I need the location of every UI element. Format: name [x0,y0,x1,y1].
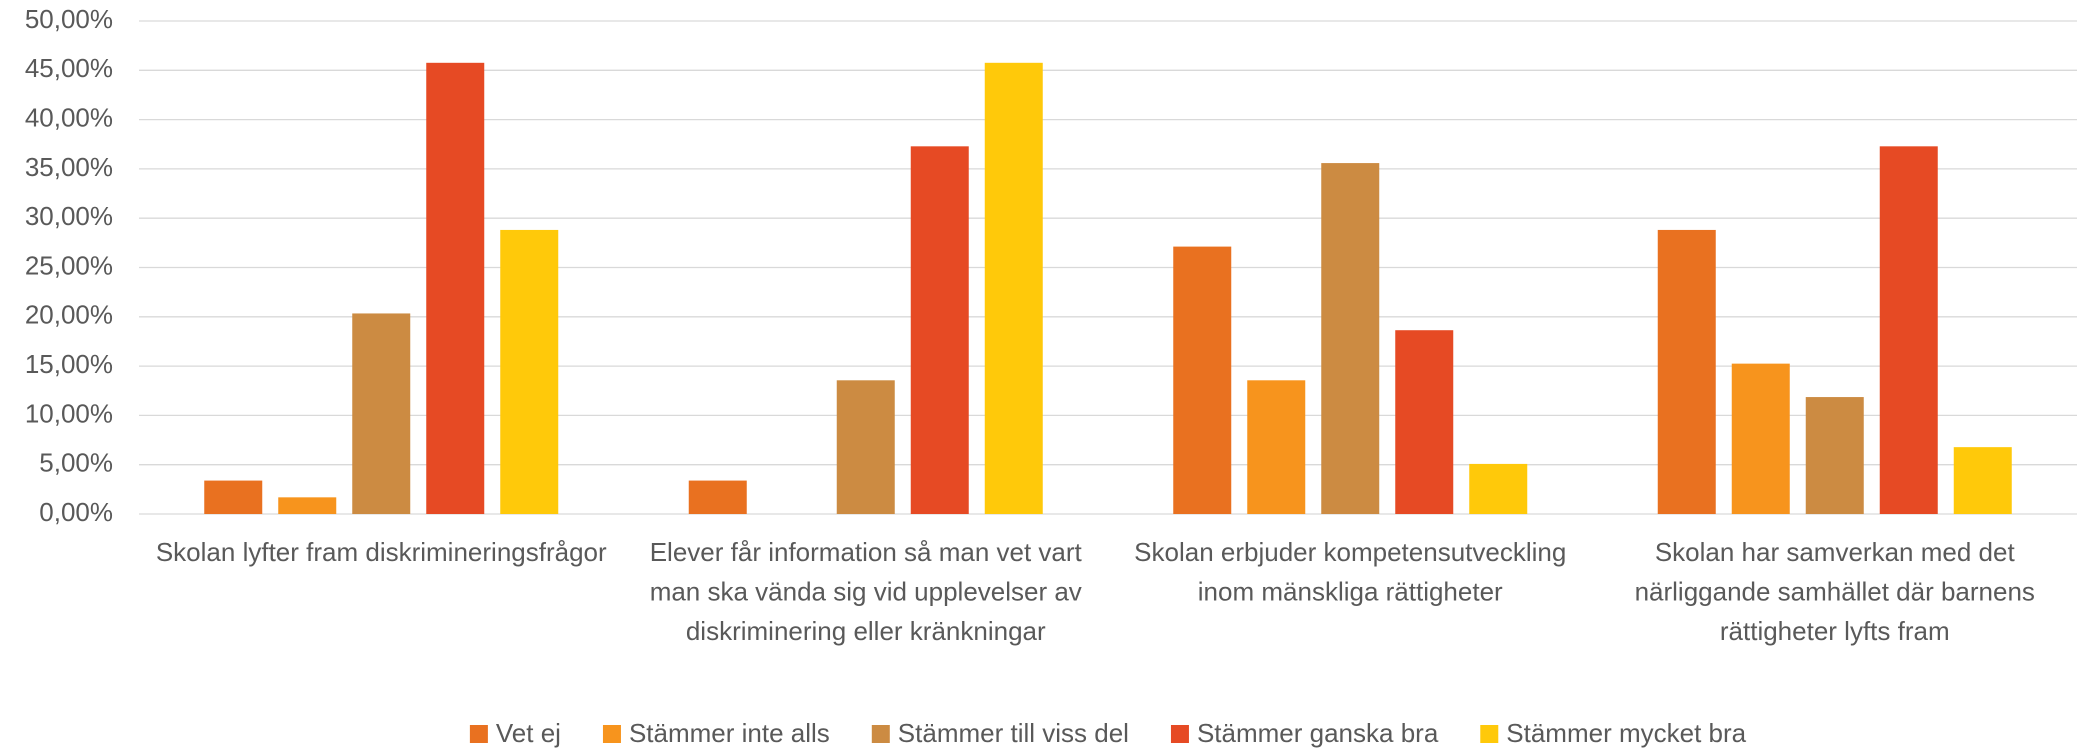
y-tick-label: 0,00% [39,497,113,527]
y-tick-label: 10,00% [25,398,113,428]
legend-swatch [1480,725,1499,743]
x-tick-label: Elever får information så man vet vart ma… [650,537,1083,646]
bar [352,313,411,514]
legend-swatch [1170,725,1189,743]
y-tick-label: 40,00% [25,102,113,132]
bar [910,146,969,514]
bar [1953,447,2012,514]
bar [1879,146,1938,514]
legend-swatch [469,725,488,743]
bar [836,380,895,514]
legend-label: Vet ej [496,718,561,748]
x-tick-label: Skolan erbjuder kompetensutveckling inom … [1134,537,1566,607]
x-tick-label: Skolan har samverkan med det närliggande … [1635,537,2035,646]
bar [1657,229,1716,514]
legend-label: Stämmer till viss del [898,718,1129,748]
bar [1395,330,1454,514]
bar [204,480,263,514]
y-tick-label: 20,00% [25,300,113,330]
legend-swatch [602,725,621,743]
bar [426,62,485,515]
bar [1805,397,1864,514]
bar [1247,380,1306,514]
bar [984,62,1043,515]
y-tick-label: 15,00% [25,349,113,379]
bar [688,480,747,514]
legend-label: Stämmer inte alls [629,718,830,748]
bar [278,497,337,514]
y-tick-label: 50,00% [25,4,113,34]
legend-swatch [871,725,890,743]
legend-label: Stämmer mycket bra [1506,718,1746,748]
y-tick-label: 30,00% [25,201,113,231]
y-tick-label: 25,00% [25,250,113,280]
bar [1173,246,1232,514]
legend-label: Stämmer ganska bra [1197,718,1439,748]
bar [1321,163,1380,515]
x-tick-label: Skolan lyfter fram diskrimineringsfrågor [156,537,607,567]
y-tick-label: 35,00% [25,152,113,182]
bar [1469,463,1528,514]
bar [500,229,559,514]
y-tick-label: 5,00% [39,448,113,478]
bar [1731,363,1790,514]
y-tick-label: 45,00% [25,53,113,83]
